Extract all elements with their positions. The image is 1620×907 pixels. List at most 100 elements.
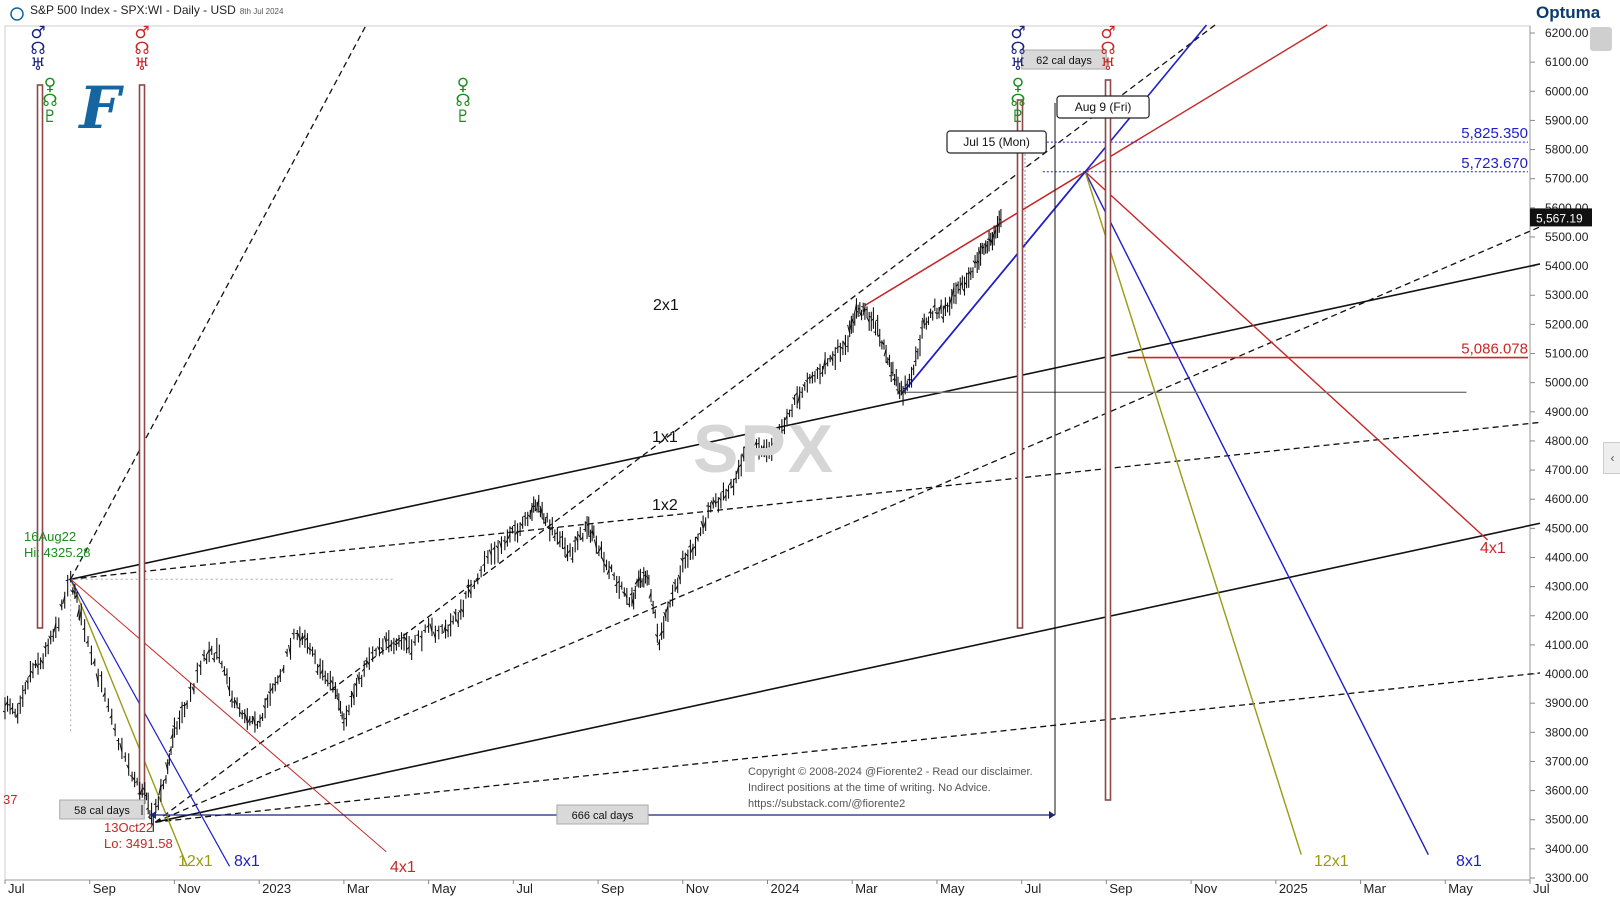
price-tick: [802, 384, 806, 388]
fan-label-1x2: 1x2: [652, 497, 678, 514]
fan-label-1x1: 1x1: [652, 429, 678, 446]
fan-high-12x1: [70, 578, 188, 867]
astro-glyph: ☊: [134, 39, 149, 59]
price-tick: [338, 707, 341, 711]
price-tick: [334, 694, 338, 697]
price-tick: [229, 697, 233, 703]
price-tick: [247, 717, 251, 724]
price-tick: [217, 656, 220, 659]
price-tick: [875, 319, 878, 322]
astro-glyph: ♇: [1010, 107, 1025, 127]
price-tick: [333, 688, 336, 691]
price-tick: [859, 311, 862, 317]
price-tick: [979, 245, 983, 249]
price-tick: [515, 530, 519, 535]
price-tick: [242, 712, 245, 715]
measure-666-arrow-left: [150, 811, 156, 819]
price-tick: [291, 632, 295, 635]
level-label: 5,825.350: [1461, 125, 1528, 142]
price-tick: [237, 707, 240, 710]
chevron-left-icon[interactable]: ‹: [1603, 442, 1620, 474]
copyright-line-3: https://substack.com/@fiorente2: [748, 798, 906, 810]
astro-glyph: ☊: [42, 91, 57, 111]
price-tick: [830, 356, 834, 361]
x-tick-label: Jul: [1025, 881, 1042, 896]
price-tick: [453, 611, 457, 616]
price-tick: [260, 716, 263, 720]
price-tick: [567, 549, 571, 554]
astro-glyph: ♂: [1010, 23, 1025, 43]
price-tick: [776, 431, 780, 440]
chart-header: S&P 500 Index - SPX:WI - Daily - USD 8th …: [30, 3, 283, 17]
x-tick-label: Jul: [8, 881, 25, 896]
price-tick: [272, 683, 276, 686]
price-tick: [641, 571, 644, 574]
price-tick: [609, 566, 613, 570]
price-tick: [543, 521, 546, 525]
price-tick: [805, 379, 808, 382]
price-tick: [129, 775, 133, 777]
price-tick: [5, 701, 8, 706]
price-tick: [380, 646, 384, 652]
price-tick: [940, 316, 944, 320]
y-tick-label: 4400.00: [1545, 550, 1589, 564]
x-tick-label: Mar: [347, 881, 370, 896]
price-tick: [23, 689, 26, 692]
callout-jul15-box: [946, 130, 1047, 154]
fan-top-4x1: [1084, 171, 1489, 541]
astro-vertical-line: [138, 84, 146, 795]
x-tick-label: Sep: [601, 881, 624, 896]
y-tick-label: 5200.00: [1545, 317, 1589, 331]
price-tick: [862, 306, 866, 316]
price-tick: [604, 563, 607, 568]
astro-glyph: ♅: [1100, 55, 1115, 75]
price-tick: [265, 697, 269, 701]
astro-glyph: ♀: [457, 75, 469, 95]
price-tick: [670, 592, 673, 595]
price-tick: [201, 653, 205, 657]
header-logo-icon: [10, 7, 24, 21]
measure-58-box: [59, 799, 145, 820]
price-tick: [698, 532, 701, 535]
price-tick: [577, 534, 581, 538]
x-tick-label: Nov: [1194, 881, 1218, 896]
price-tick: [981, 246, 985, 249]
price-tick: [723, 494, 727, 499]
price-tick: [262, 705, 266, 709]
price-tick: [710, 500, 714, 506]
price-tick: [890, 371, 894, 374]
price-tick: [716, 501, 719, 504]
price-tick: [601, 557, 605, 564]
y-tick-label: 4300.00: [1545, 580, 1589, 594]
price-tick: [663, 611, 667, 618]
price-tick: [45, 644, 49, 647]
price-tick: [70, 590, 74, 593]
price-tick: [106, 705, 109, 708]
lock-icon[interactable]: [1590, 27, 1612, 51]
price-tick: [614, 583, 618, 587]
astro-vertical-line: [36, 84, 44, 629]
price-tick: [672, 582, 676, 585]
price-tick: [648, 592, 652, 599]
price-tick: [621, 591, 625, 594]
price-tick: [545, 516, 548, 519]
price-tick: [412, 641, 416, 644]
y-tick-label: 5000.00: [1545, 376, 1589, 390]
x-tick-label: Mar: [855, 881, 878, 896]
price-tick: [299, 635, 303, 641]
price-tick: [482, 563, 485, 566]
price-tick: [751, 450, 755, 455]
price-tick: [915, 350, 919, 353]
astro-glyph: ♅: [134, 55, 149, 75]
price-tick: [921, 317, 925, 325]
price-tick: [219, 662, 223, 665]
fan-top-12x1: [1084, 171, 1302, 855]
price-tick: [204, 657, 208, 661]
price-tick: [2, 710, 6, 713]
price-tick: [708, 505, 712, 508]
y-tick-label: 4100.00: [1545, 638, 1589, 652]
chart-title: S&P 500 Index - SPX:WI - Daily - USD: [30, 3, 236, 17]
price-tick: [504, 539, 508, 544]
price-tick: [28, 674, 31, 678]
